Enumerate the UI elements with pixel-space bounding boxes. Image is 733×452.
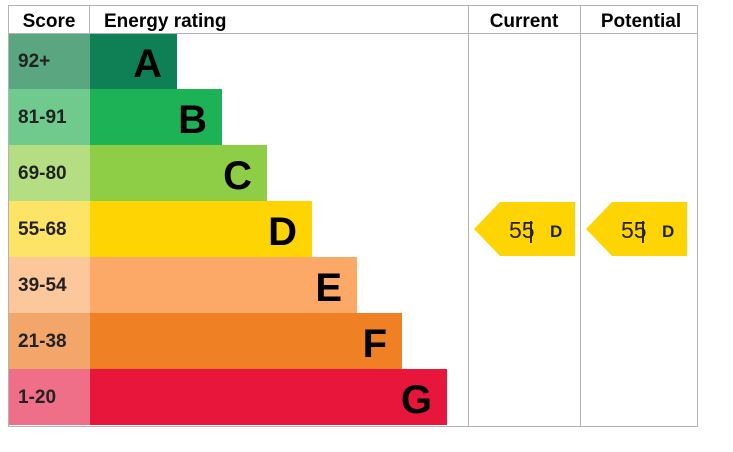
band-bar-a: [90, 33, 177, 89]
score-cell-e: [9, 257, 90, 313]
header-potential: Potential: [601, 11, 681, 32]
rating-bands: 92+ A 81-91 B 69-80 C 55-68 D 39-54 E 21-38 F 1-20 G: [9, 33, 447, 425]
header-score: Score: [23, 11, 76, 32]
score-label-b: 81-91: [18, 107, 67, 128]
score-label-e: 39-54: [18, 275, 67, 296]
score-cell-g: [9, 369, 90, 425]
current-rating-arrow: [474, 202, 575, 256]
score-cell-f: [9, 313, 90, 369]
band-bar-f: [90, 313, 402, 369]
band-letter-e: E: [315, 266, 342, 310]
band-letter-c: C: [223, 154, 252, 198]
band-letter-g: G: [401, 378, 432, 422]
band-bar-d: [90, 201, 312, 257]
band-letter-b: B: [178, 98, 207, 142]
score-cell-d: [9, 201, 90, 257]
band-bar-b: [90, 89, 222, 145]
potential-score-value: 55: [621, 217, 647, 243]
header-energy-rating: Energy rating: [104, 11, 226, 32]
potential-rating-arrow: [586, 202, 687, 256]
band-bar-e: [90, 257, 357, 313]
potential-rating-letter: D: [662, 222, 674, 241]
score-label-a: 92+: [18, 51, 50, 72]
band-bar-g: [90, 369, 447, 425]
score-cell-c: [9, 145, 90, 201]
table-grid: [8, 5, 698, 427]
potential-separator: |: [640, 217, 646, 243]
score-label-c: 69-80: [18, 163, 67, 184]
current-score-value: 55: [509, 217, 535, 243]
score-label-d: 55-68: [18, 219, 67, 240]
table-border: [8, 5, 698, 427]
score-cell-a: [9, 33, 90, 89]
score-label-g: 1-20: [18, 387, 56, 408]
current-separator: |: [528, 217, 534, 243]
band-letter-f: F: [363, 322, 387, 366]
rating-arrows: 55| D 55| D: [474, 202, 687, 256]
band-letter-d: D: [268, 210, 297, 254]
current-rating-letter: D: [550, 222, 562, 241]
band-bar-c: [90, 145, 267, 201]
score-cell-b: [9, 89, 90, 145]
header-current: Current: [490, 11, 559, 32]
band-letter-a: A: [133, 42, 162, 86]
score-label-f: 21-38: [18, 331, 67, 352]
